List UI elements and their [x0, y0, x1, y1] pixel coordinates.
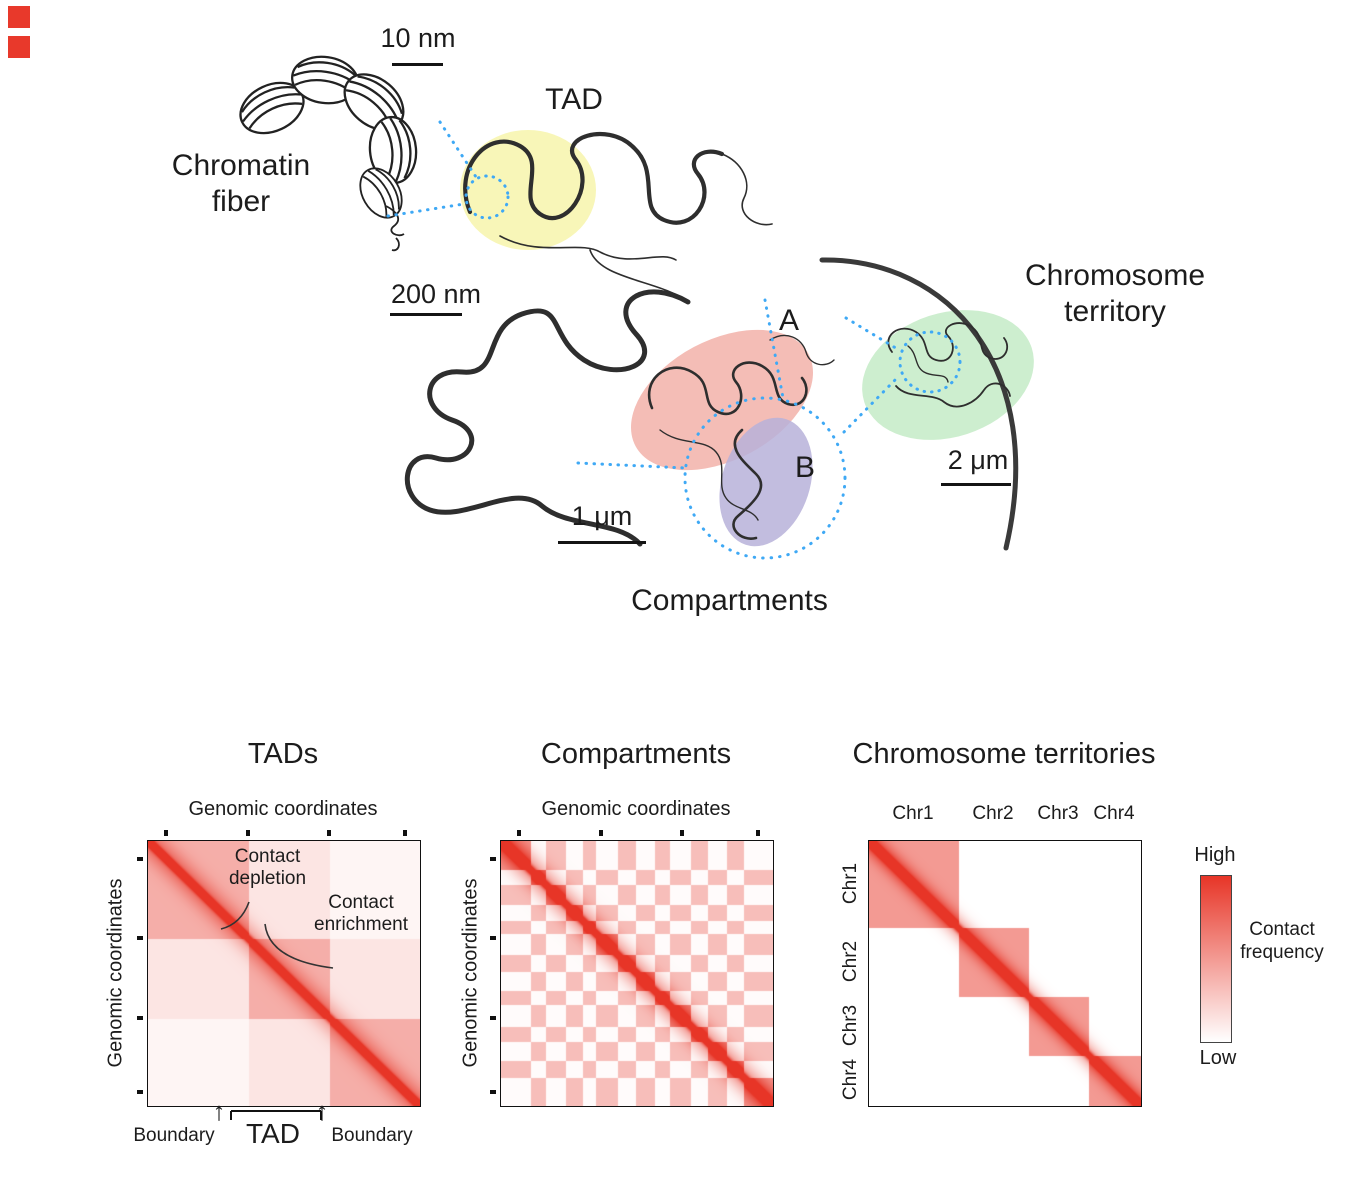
scalebar-200nm	[390, 313, 462, 316]
axis-tick	[245, 830, 250, 836]
territories-row-label-chr1: Chr1	[840, 862, 862, 905]
axis-tick	[403, 830, 408, 836]
boundary-arrow-left-icon: ↑	[212, 1096, 226, 1126]
tad-highlight-ellipse	[460, 130, 596, 250]
chromatin-fiber-drawing	[239, 55, 418, 252]
boundary-right-label: Boundary	[331, 1125, 413, 1146]
territories-col-label-chr4: Chr4	[1093, 803, 1135, 824]
legend-colorbar	[1200, 875, 1232, 1043]
scale-label-2um: 2 μm	[947, 445, 1009, 475]
tads-heatmap-canvas	[147, 840, 421, 1107]
chromosome-territory-label: Chromosome territory	[1024, 259, 1206, 328]
contact-depletion-annotation: Contact depletion	[228, 846, 307, 889]
axis-tick	[137, 1015, 143, 1020]
territories-map-title: Chromosome territories	[852, 738, 1156, 770]
axis-tick	[137, 936, 143, 941]
territories-col-label-chr2: Chr2	[972, 803, 1014, 824]
zoom-guides-dotted	[386, 120, 962, 560]
tads-heatmap	[137, 830, 421, 1107]
axis-tick	[137, 856, 143, 861]
axis-tick	[490, 936, 496, 941]
territories-col-label-chr3: Chr3	[1037, 803, 1079, 824]
legend-title: Contact frequency	[1240, 919, 1324, 963]
territories-heatmap-canvas	[868, 840, 1142, 1107]
chromatin-organization-illustration	[239, 55, 1034, 560]
scalebar-10nm	[392, 63, 443, 66]
axis-tick	[164, 830, 169, 836]
compartments-yaxis-label: Genomic coordinates	[459, 878, 482, 1067]
tad-bracket-label: TAD	[246, 1118, 300, 1149]
chromatin-loops-drawing	[404, 131, 1011, 547]
territory-highlight	[862, 310, 1034, 440]
red-square-marker-1	[8, 6, 30, 28]
chromatin-fiber-label: Chromatin fiber	[171, 149, 311, 218]
scale-label-1um: 1 μm	[571, 501, 633, 531]
territories-heatmap	[868, 840, 1142, 1107]
tads-xaxis-label: Genomic coordinates	[188, 798, 378, 820]
compartments-heatmap-canvas	[500, 840, 774, 1107]
axis-tick	[490, 1015, 496, 1020]
legend-low-label: Low	[1199, 1047, 1237, 1069]
tad-extent-bracket	[230, 1110, 322, 1120]
scale-label-10nm: 10 nm	[380, 23, 456, 53]
tad-label: TAD	[545, 83, 603, 116]
axis-tick	[680, 830, 685, 836]
nuclear-envelope-arc	[819, 257, 1019, 551]
legend-high-label: High	[1194, 844, 1236, 866]
scale-label-200nm: 200 nm	[390, 279, 482, 309]
compartments-illustration-label: Compartments	[631, 584, 828, 617]
compartment-a-label: A	[778, 304, 799, 337]
territory-zoom-circle	[898, 330, 962, 394]
compartments-zoom-circle	[683, 396, 847, 560]
territories-col-label-chr1: Chr1	[892, 803, 934, 824]
compartments-xaxis-label: Genomic coordinates	[541, 798, 731, 820]
axis-tick	[327, 830, 332, 836]
contact-enrichment-annotation: Contact enrichment	[314, 892, 408, 935]
boundary-left-label: Boundary	[133, 1125, 215, 1146]
fiber-zoom-circle	[464, 174, 510, 220]
compartment-b-highlight	[719, 417, 813, 547]
red-square-marker-2	[8, 36, 30, 58]
axis-tick	[598, 830, 603, 836]
axis-tick	[517, 830, 522, 836]
compartments-map-title: Compartments	[540, 738, 732, 770]
territories-row-label-chr4: Chr4	[840, 1058, 862, 1101]
tads-map-title: TADs	[247, 738, 319, 770]
compartments-heatmap	[490, 830, 774, 1107]
tads-yaxis-label: Genomic coordinates	[104, 878, 127, 1067]
scalebar-1um	[558, 541, 646, 544]
axis-tick	[490, 856, 496, 861]
axis-tick	[756, 830, 761, 836]
compartment-b-label: B	[794, 451, 815, 484]
axis-tick	[137, 1089, 143, 1094]
axis-tick	[490, 1089, 496, 1094]
scalebar-2um	[941, 483, 1011, 486]
territories-row-label-chr2: Chr2	[840, 940, 862, 983]
territories-row-label-chr3: Chr3	[840, 1004, 862, 1046]
